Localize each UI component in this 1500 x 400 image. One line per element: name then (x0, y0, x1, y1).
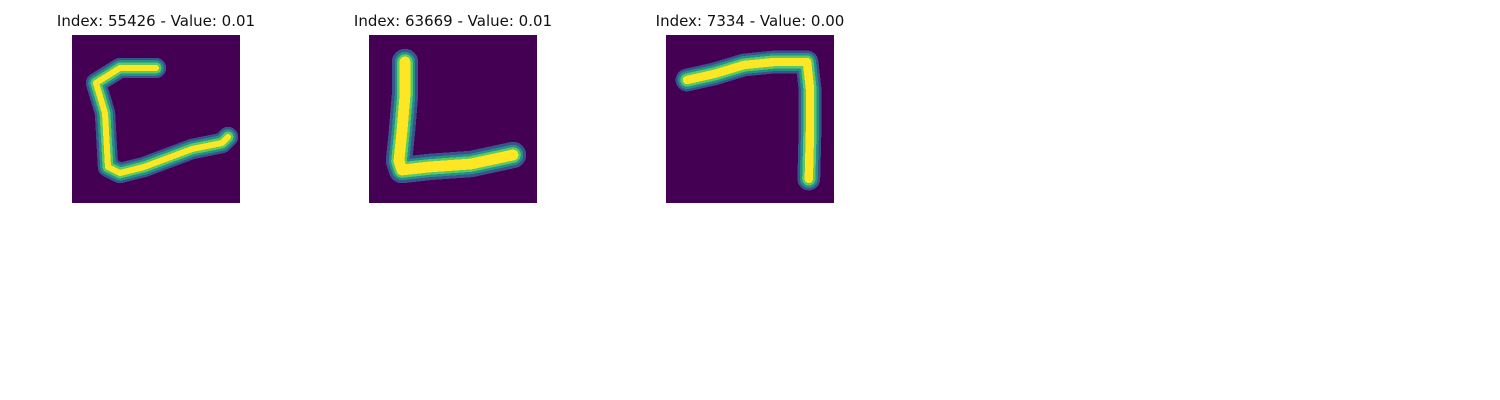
image-panel-1: Index: 55426 - Value: 0.01 (26, 10, 286, 210)
mnist-digit-image (72, 35, 240, 203)
panel-title: Index: 63669 - Value: 0.01 (353, 12, 553, 30)
stroke-core (393, 56, 519, 176)
image-panel-3: Index: 7334 - Value: 0.00 (620, 10, 880, 210)
panel-title: Index: 7334 - Value: 0.00 (655, 12, 845, 30)
stroke-core (93, 65, 231, 176)
mnist-digit-image (369, 35, 537, 203)
panel-title: Index: 55426 - Value: 0.01 (56, 12, 256, 30)
stroke-core (682, 57, 815, 184)
image-panel-2: Index: 63669 - Value: 0.01 (323, 10, 583, 210)
mnist-digit-image (666, 35, 834, 203)
